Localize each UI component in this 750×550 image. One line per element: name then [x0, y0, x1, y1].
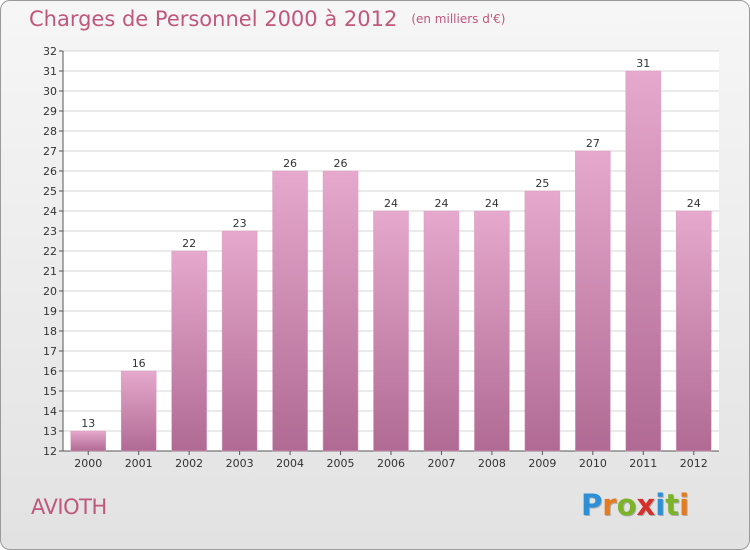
- x-tick-label: 2007: [427, 457, 455, 470]
- logo-letter: o: [616, 488, 637, 522]
- x-tick-label: 2000: [74, 457, 102, 470]
- x-tick-label: 2001: [125, 457, 153, 470]
- bar-value-label: 16: [132, 357, 146, 370]
- y-tick-label: 26: [43, 165, 57, 178]
- x-tick-label: 2009: [528, 457, 556, 470]
- x-tick-label: 2012: [680, 457, 708, 470]
- x-tick-label: 2005: [327, 457, 355, 470]
- bar-value-label: 24: [485, 197, 499, 210]
- bar: [171, 250, 207, 452]
- bar: [423, 210, 460, 452]
- logo-letter: i: [655, 488, 666, 522]
- y-tick-label: 17: [43, 345, 57, 358]
- bar-value-label: 27: [586, 137, 600, 150]
- bar-value-label: 24: [384, 197, 398, 210]
- y-tick-label: 19: [43, 305, 57, 318]
- bar: [524, 190, 561, 452]
- x-tick-label: 2003: [226, 457, 254, 470]
- bar-value-label: 26: [334, 157, 348, 170]
- bar: [70, 430, 106, 452]
- y-tick-label: 15: [43, 385, 57, 398]
- y-tick-label: 32: [43, 45, 57, 58]
- y-tick-label: 23: [43, 225, 57, 238]
- y-tick-label: 29: [43, 105, 57, 118]
- chart-title: Charges de Personnel 2000 à 2012 (en mill…: [29, 7, 505, 31]
- bar-value-label: 24: [434, 197, 448, 210]
- bar: [120, 370, 157, 452]
- logo-letter: P: [581, 488, 603, 522]
- y-tick-label: 28: [43, 125, 57, 138]
- chart-title-text: Charges de Personnel 2000 à 2012: [29, 7, 398, 31]
- bar: [322, 170, 359, 452]
- bar: [272, 170, 308, 452]
- x-tick-label: 2006: [377, 457, 405, 470]
- chart-subtitle: (en milliers d'€): [411, 12, 506, 26]
- y-tick-label: 25: [43, 185, 57, 198]
- bar: [373, 210, 409, 452]
- bar-value-label: 25: [535, 177, 549, 190]
- bar: [575, 150, 611, 452]
- logo-letter: r: [602, 488, 617, 522]
- bar: [625, 70, 662, 452]
- y-tick-label: 27: [43, 145, 57, 158]
- bar: [474, 210, 510, 452]
- commune-name: AVIOTH: [31, 495, 107, 519]
- y-tick-label: 14: [43, 405, 57, 418]
- y-tick-label: 20: [43, 285, 57, 298]
- x-tick-label: 2002: [175, 457, 203, 470]
- logo-letter: t: [665, 488, 680, 522]
- bar-value-label: 23: [233, 217, 247, 230]
- y-tick-label: 21: [43, 265, 57, 278]
- x-tick-label: 2004: [276, 457, 304, 470]
- y-tick-label: 24: [43, 205, 57, 218]
- bar-value-label: 22: [182, 237, 196, 250]
- y-tick-label: 18: [43, 325, 57, 338]
- y-tick-label: 16: [43, 365, 57, 378]
- bar: [676, 210, 712, 452]
- x-tick-label: 2011: [629, 457, 657, 470]
- logo-letter: x: [636, 488, 656, 522]
- y-tick-label: 12: [43, 445, 57, 458]
- y-tick-label: 22: [43, 245, 57, 258]
- bar-value-label: 31: [636, 57, 650, 70]
- y-tick-label: 30: [43, 85, 57, 98]
- x-tick-label: 2008: [478, 457, 506, 470]
- logo-letter: i: [679, 488, 690, 522]
- bar: [221, 230, 258, 452]
- bar-value-label: 24: [687, 197, 701, 210]
- bar-value-label: 13: [81, 417, 95, 430]
- y-tick-label: 13: [43, 425, 57, 438]
- bar-value-label: 26: [283, 157, 297, 170]
- x-tick-label: 2010: [579, 457, 607, 470]
- proxiti-logo: Proxiti: [581, 488, 689, 522]
- y-tick-label: 31: [43, 65, 57, 78]
